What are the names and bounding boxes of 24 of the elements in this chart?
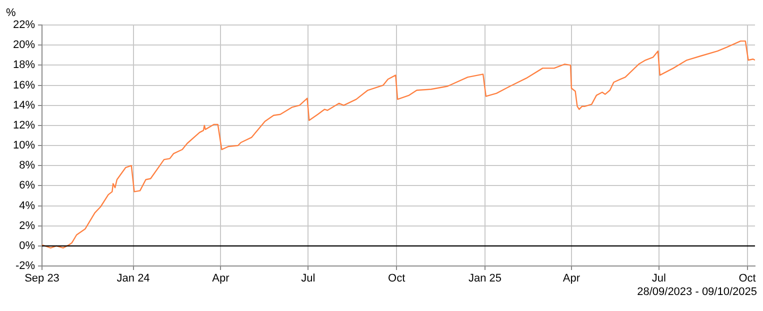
y-axis-title: % (6, 7, 16, 19)
x-tick-label: Jan 25 (468, 272, 502, 285)
x-tick-label: Oct (738, 272, 756, 285)
y-tick-label: 6% (19, 180, 36, 192)
x-tick-label: Jan 24 (116, 272, 150, 285)
x-tick-label: Jul (301, 272, 316, 285)
y-tick-label: 20% (12, 39, 36, 52)
y-tick-label: 22% (12, 19, 36, 32)
y-tick-label: 14% (12, 99, 36, 112)
y-tick-label: 2% (19, 220, 36, 232)
y-tick-label: 0% (19, 240, 36, 252)
x-tick-label: Sep 23 (24, 272, 60, 285)
y-tick-label: 10% (12, 140, 36, 152)
x-tick-label: Oct (388, 272, 406, 285)
text: 28/09/2023 - 09/10/2025 (637, 286, 757, 298)
y-tick-label: 16% (12, 79, 36, 92)
y-tick-label: 8% (19, 160, 36, 172)
x-tick-label: Apr (562, 272, 580, 285)
x-tick-label: Jul (652, 272, 666, 285)
y-tick-label: 18% (12, 59, 36, 72)
y-tick-label: -2% (15, 260, 36, 272)
y-tick-label: 4% (19, 200, 36, 212)
y-tick-label: 12% (12, 119, 36, 132)
x-tick-label: Apr (212, 272, 230, 285)
